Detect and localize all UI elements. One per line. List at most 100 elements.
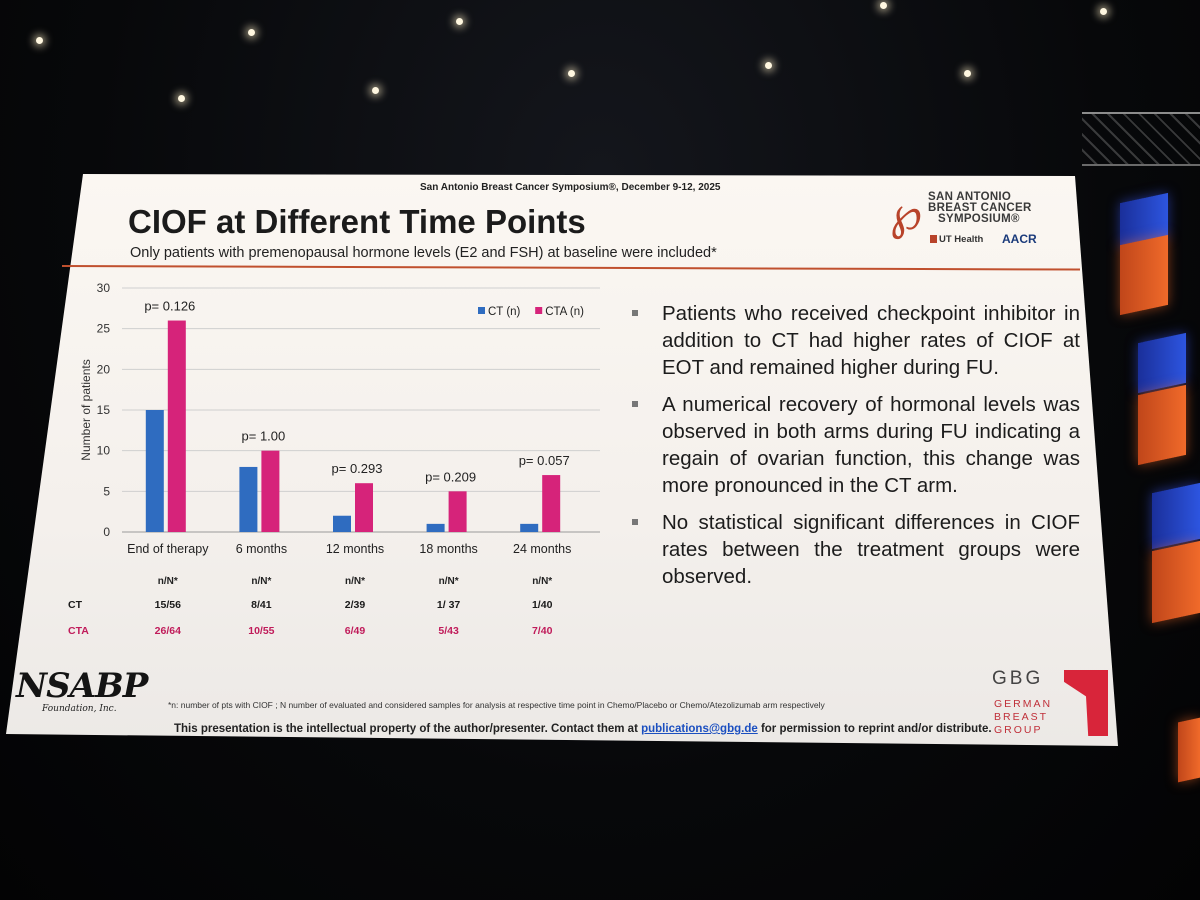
- y-tick-label: 20: [97, 362, 111, 376]
- footnote: *n: number of pts with CIOF ; N number o…: [168, 700, 825, 710]
- table-cell: 8/41: [251, 599, 272, 611]
- bullet-text: No statistical significant differences i…: [662, 511, 1080, 588]
- ceiling-light: [880, 2, 887, 9]
- p-value-label: p= 0.209: [425, 469, 476, 484]
- disclaimer-text: This presentation is the intellectual pr…: [174, 723, 642, 735]
- table-cell: 7/40: [532, 625, 553, 637]
- stage-panel-orange: [1120, 234, 1168, 316]
- chart-labels: 0 5 10 15 20 25 30 Number of patients End of the…: [79, 281, 571, 556]
- bar-ct: [145, 410, 164, 532]
- truss: [1082, 112, 1200, 166]
- stage-panel-orange: [1138, 384, 1186, 466]
- table-cell: 15/56: [155, 599, 181, 611]
- slide-subtitle: Only patients with premenopausal hormone…: [130, 245, 717, 261]
- ceiling-light: [248, 29, 255, 36]
- chart-table: n/N* 15/56 26/64 n/N* 8/41 10/55 n/N* 2/39 6/49 n…: [68, 576, 553, 637]
- ut-health-label: UT Health: [939, 234, 984, 245]
- table-header: n/N*: [439, 576, 459, 587]
- y-tick-label: 30: [97, 281, 111, 295]
- y-tick-label: 15: [97, 403, 111, 417]
- table-header: n/N*: [158, 576, 178, 587]
- gbg-full-name: GERMAN BREAST GROUP: [994, 698, 1052, 737]
- x-tick-label: 6 months: [236, 542, 287, 556]
- y-axis-label: Number of patients: [79, 359, 93, 460]
- legend-swatch: [478, 307, 485, 314]
- bar-cta: [167, 320, 186, 532]
- nsabp-wordmark: NSABP: [16, 666, 148, 706]
- p-value-label: p= 1.00: [242, 429, 286, 444]
- bullet-text: A numerical recovery of hormonal levels …: [662, 393, 1080, 497]
- email-link[interactable]: publications@gbg.de: [641, 723, 758, 735]
- shield-icon: [930, 235, 937, 243]
- bar-cta: [261, 450, 280, 532]
- bar-chart: 0 5 10 15 20 25 30 Number of patients End of the…: [68, 281, 600, 637]
- gbg-line-1: GERMAN: [994, 698, 1053, 710]
- y-tick-label: 25: [97, 322, 111, 336]
- table-cell: 2/39: [345, 599, 366, 611]
- list-item: Patients who received checkpoint inhibit…: [630, 300, 1080, 381]
- x-tick-label: 24 months: [513, 542, 571, 556]
- ut-health-logo: UT Health: [930, 234, 983, 245]
- stage-panel-blue: [1152, 482, 1200, 550]
- p-value-label: p= 0.057: [519, 453, 570, 468]
- stage-panel-orange: [1152, 540, 1200, 624]
- y-tick-label: 10: [97, 444, 111, 458]
- y-tick-label: 0: [103, 525, 110, 539]
- gbg-abbreviation: GBG: [992, 668, 1044, 689]
- legend-label: CTA (n): [545, 306, 584, 318]
- square-bullet-icon: [632, 401, 638, 407]
- table-header: n/N*: [532, 576, 552, 587]
- table-cell: 10/55: [248, 625, 274, 637]
- stage-panel-blue: [1138, 332, 1186, 394]
- gbg-logo: GBG GERMAN BREAST GROUP: [990, 666, 1110, 746]
- legend-label: CT (n): [488, 306, 521, 318]
- table-header: n/N*: [251, 576, 271, 587]
- sabcs-ribbon-icon: ℘: [890, 186, 923, 240]
- ceiling-light: [964, 70, 971, 77]
- disclaimer-text-end: for permission to reprint and/or distrib…: [757, 723, 992, 735]
- sabcs-logo: ℘ SAN ANTONIO BREAST CANCER SYMPOSIUM® U…: [890, 190, 1060, 258]
- square-bullet-icon: [632, 310, 638, 316]
- table-cell: 26/64: [155, 625, 181, 637]
- list-item: No statistical significant differences i…: [630, 509, 1080, 590]
- nsabp-logo: NSABP Foundation, Inc.: [16, 666, 148, 714]
- aacr-logo: AACR: [1002, 232, 1037, 246]
- sabcs-line-1: SAN ANTONIO: [928, 191, 1012, 203]
- table-cell: 1/40: [532, 599, 553, 611]
- y-tick-label: 5: [103, 484, 110, 498]
- bar-cta: [542, 475, 561, 532]
- table-row-label: CTA: [68, 625, 89, 637]
- list-item: A numerical recovery of hormonal levels …: [630, 391, 1080, 499]
- ceiling-light: [1100, 8, 1107, 15]
- bar-ct: [239, 466, 258, 532]
- chart-legend: CT (n) CTA (n): [478, 306, 584, 318]
- chart-bars: [145, 320, 561, 532]
- findings-list: Patients who received checkpoint inhibit…: [630, 300, 1080, 600]
- table-header: n/N*: [345, 576, 365, 587]
- ceiling-light: [178, 95, 185, 102]
- disclaimer: This presentation is the intellectual pr…: [174, 723, 992, 735]
- sabcs-wordmark: SAN ANTONIO BREAST CANCER SYMPOSIUM®: [928, 191, 1032, 225]
- bar-cta: [355, 483, 373, 532]
- bar-ct: [426, 523, 445, 532]
- sabcs-line-2: BREAST CANCER: [928, 202, 1032, 214]
- conference-line: San Antonio Breast Cancer Symposium®, De…: [420, 182, 721, 193]
- table-cell: 6/49: [345, 625, 366, 637]
- sabcs-line-3: SYMPOSIUM®: [938, 213, 1020, 225]
- ceiling-light: [36, 37, 43, 44]
- x-tick-label: 12 months: [326, 542, 384, 556]
- table-cell: 1/ 37: [437, 599, 461, 611]
- bullet-text: Patients who received checkpoint inhibit…: [662, 302, 1080, 379]
- legend-swatch: [535, 307, 543, 314]
- x-tick-label: 18 months: [419, 542, 477, 556]
- ceiling-light: [765, 62, 772, 69]
- ceiling-light: [568, 70, 575, 77]
- ceiling-light: [456, 18, 463, 25]
- gbg-line-2: BREAST: [994, 711, 1049, 723]
- bar-ct: [520, 523, 539, 532]
- table-cell: 5/43: [438, 625, 459, 637]
- bar-ct: [333, 515, 351, 532]
- square-bullet-icon: [632, 519, 638, 525]
- x-tick-label: End of therapy: [127, 542, 209, 556]
- table-row-label: CT: [68, 599, 83, 611]
